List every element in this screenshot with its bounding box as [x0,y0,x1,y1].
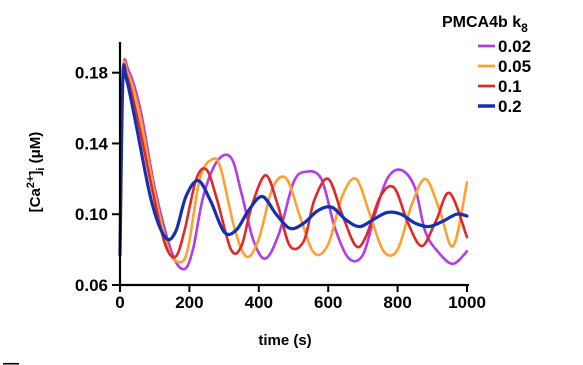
series-line-0.2 [118,64,469,257]
y-axis-label: [Ca2+]i (μM) [25,132,47,213]
y-tick-label: 0.14 [75,134,109,153]
axes: 0.06 0.10 0.14 0.18 0 200 400 600 800 1000 [75,42,486,312]
legend-title: PMCA4b k8 [442,14,528,35]
x-tick-label: 400 [245,293,273,312]
legend-label: 0.2 [498,97,522,116]
y-tick-label: 0.10 [75,205,108,224]
plot-lines [118,58,469,271]
x-tick-label: 800 [383,293,411,312]
y-tick-label: 0.06 [75,276,108,295]
legend-label: 0.05 [498,57,531,76]
legend-label: 0.1 [498,77,522,96]
series-line-0.1 [118,62,469,259]
series-line-0.05 [118,60,469,264]
legend: PMCA4b k8 0.020.050.10.2 [442,14,531,116]
x-tick-label: 200 [175,293,203,312]
x-tick-label: 600 [314,293,342,312]
x-tick-label: 1000 [448,293,486,312]
x-tick-label: 0 [115,293,124,312]
panel-mark: — [3,355,19,365]
y-tick-label: 0.18 [75,64,108,83]
x-axis-label: time (s) [258,332,311,349]
legend-label: 0.02 [498,37,531,56]
